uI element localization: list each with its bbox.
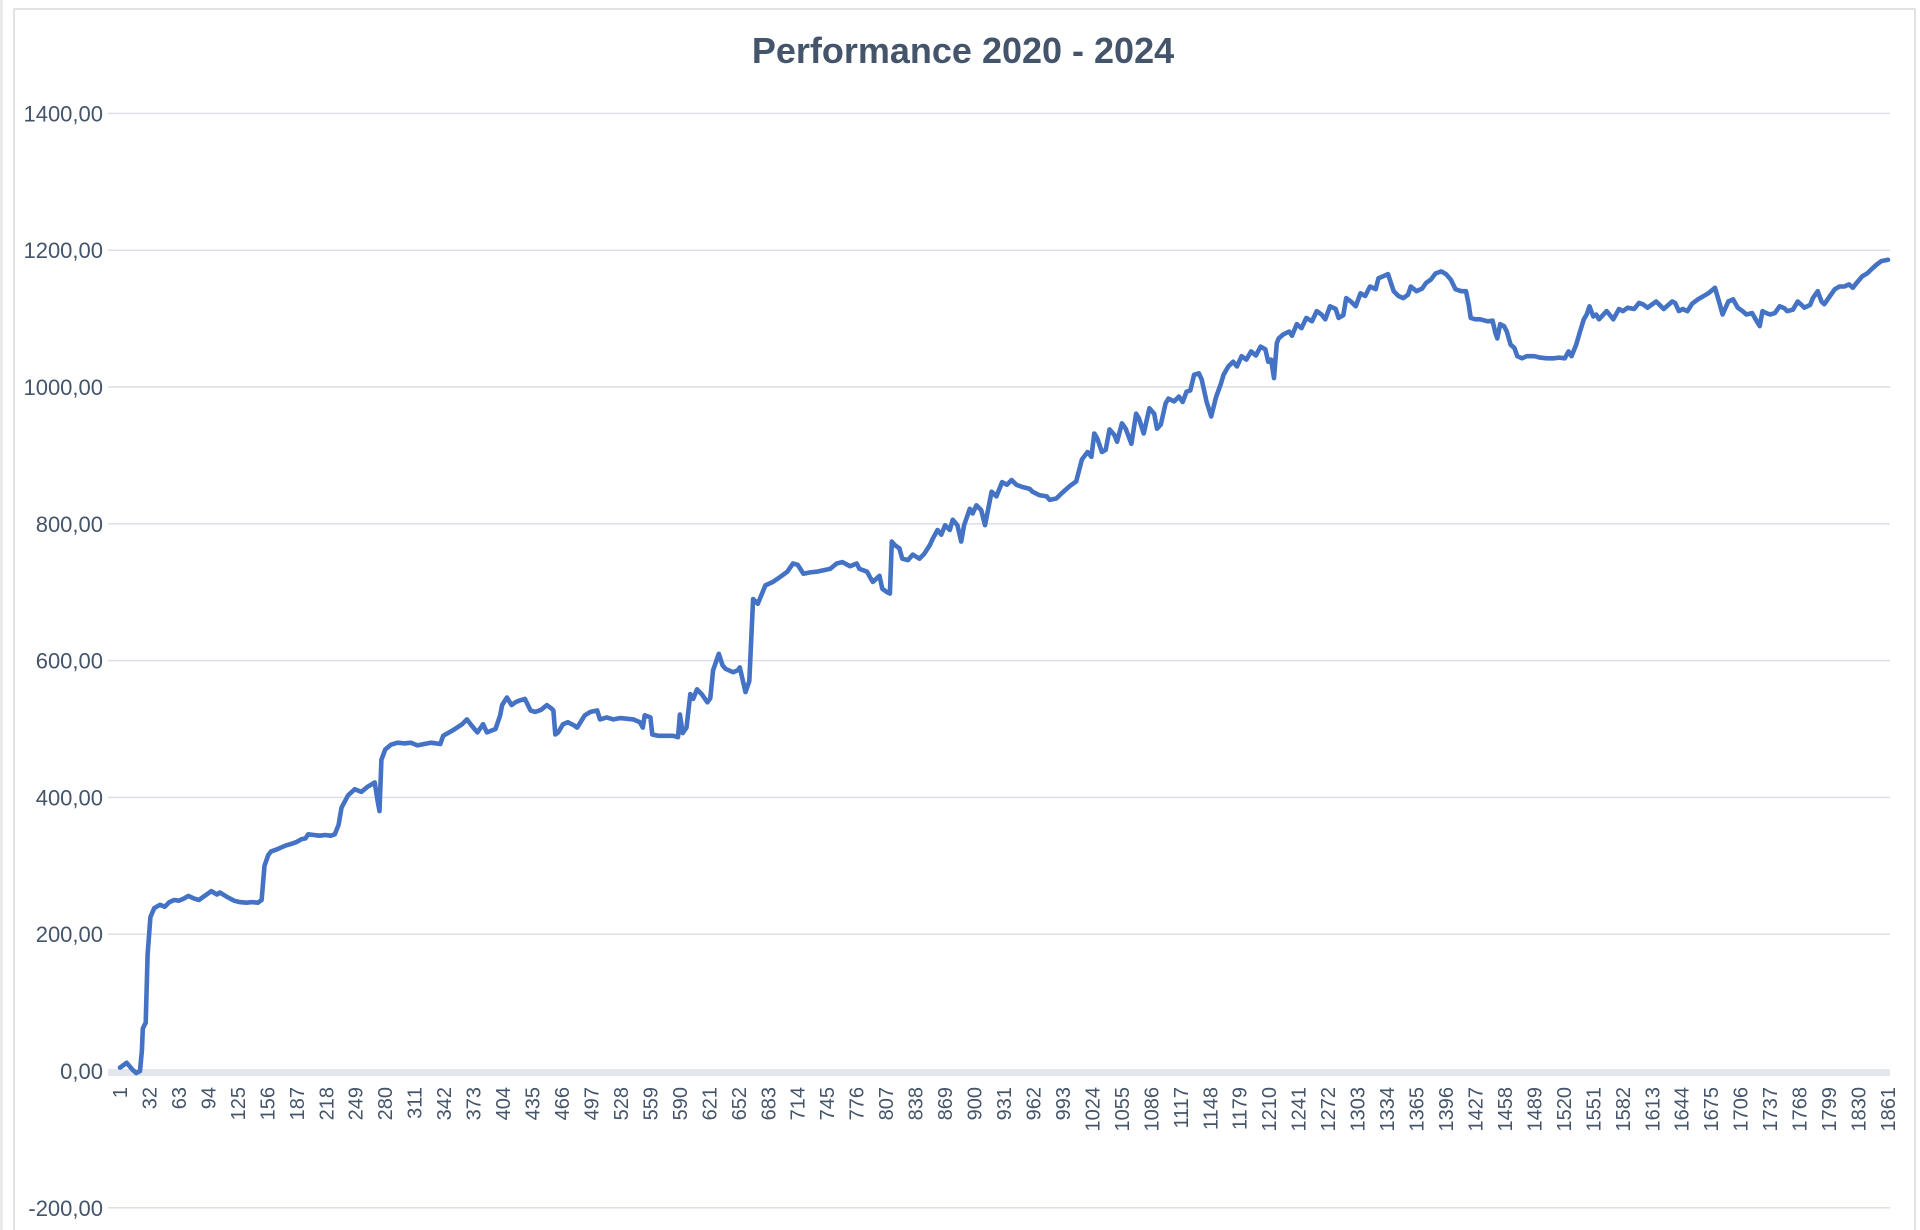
x-tick-label: 1334 [1377,1087,1399,1132]
x-tick-label: 1737 [1760,1087,1782,1132]
x-tick-label: 931 [994,1087,1016,1120]
y-tick-label: 800,00 [36,512,103,537]
x-tick-label: 1024 [1082,1087,1104,1132]
x-tick-label: 621 [699,1087,721,1120]
x-tick-label: 1458 [1495,1087,1517,1132]
chart-border [13,8,1916,1230]
x-tick-label: 1396 [1436,1087,1458,1132]
x-axis-labels: 1 32 63 94 125 156 187 218 249 280 311 342 373 404 435… [110,1087,1900,1132]
x-tick-label: 683 [758,1087,780,1120]
y-tick-label: 200,00 [36,922,103,947]
chart-title: Performance 2020 - 2024 [752,30,1174,71]
x-tick-label: 590 [670,1087,692,1120]
x-tick-label: 776 [847,1087,869,1120]
screen-left-edge [0,0,3,1230]
x-tick-label: 1272 [1318,1087,1340,1132]
x-tick-label: 869 [935,1087,957,1120]
x-tick-label: 342 [434,1087,456,1120]
y-tick-label: 400,00 [36,785,103,810]
x-tick-label: 404 [493,1087,515,1120]
x-tick-label: 714 [788,1087,810,1120]
x-tick-label: 1861 [1878,1087,1900,1132]
x-tick-label: 528 [611,1087,633,1120]
x-tick-label: 1055 [1112,1087,1134,1132]
x-tick-label: 1210 [1259,1087,1281,1132]
y-tick-label: 1200,00 [23,238,103,263]
x-tick-label: 962 [1023,1087,1045,1120]
y-axis-labels: 1400,00 1200,00 1000,00 800,00 600,00 400,00 2… [23,101,103,1220]
x-tick-label: 652 [729,1087,751,1120]
x-tick-label: 249 [346,1087,368,1120]
x-tick-label: 1675 [1701,1087,1723,1132]
x-tick-label: 373 [464,1087,486,1120]
x-tick-label: 466 [552,1087,574,1120]
y-tick-label: -200,00 [28,1196,103,1221]
x-tick-label: 218 [316,1087,338,1120]
x-tick-label: 1303 [1348,1087,1370,1132]
x-tick-label: 1520 [1554,1087,1576,1132]
x-tick-label: 1365 [1407,1087,1429,1132]
x-tick-label: 32 [139,1087,161,1109]
x-axis-line [108,1069,1890,1076]
x-tick-label: 993 [1053,1087,1075,1120]
x-tick-label: 1117 [1171,1087,1193,1129]
x-tick-label: 1 [110,1087,132,1098]
x-tick-label: 1179 [1230,1087,1252,1130]
x-tick-label: 1706 [1731,1087,1753,1132]
x-tick-label: 1086 [1141,1087,1163,1132]
x-tick-label: 1582 [1613,1087,1635,1132]
x-tick-label: 559 [640,1087,662,1120]
x-tick-label: 1489 [1524,1087,1546,1132]
x-tick-label: 125 [228,1087,250,1120]
x-tick-label: 1148 [1200,1087,1222,1130]
x-tick-label: 1768 [1790,1087,1812,1132]
gridlines [108,112,1890,1209]
x-tick-label: 187 [287,1087,309,1120]
x-tick-label: 94 [198,1087,220,1109]
x-tick-label: 745 [817,1087,839,1120]
x-tick-label: 280 [375,1087,397,1120]
x-tick-label: 156 [257,1087,279,1120]
y-tick-label: 1000,00 [23,375,103,400]
performance-line-series [117,257,1891,1076]
x-tick-label: 900 [965,1087,987,1120]
x-tick-label: 838 [906,1087,928,1120]
y-tick-label: 1400,00 [23,101,103,126]
y-tick-label: 0,00 [60,1059,103,1084]
x-tick-label: 1613 [1642,1087,1664,1132]
x-tick-label: 1799 [1819,1087,1841,1132]
x-tick-label: 435 [523,1087,545,1120]
x-tick-label: 311 [405,1087,427,1119]
x-tick-label: 1551 [1583,1087,1605,1132]
x-tick-label: 807 [876,1087,898,1120]
x-tick-label: 1427 [1465,1087,1487,1132]
x-tick-label: 1241 [1289,1087,1311,1132]
x-tick-label: 497 [581,1087,603,1120]
x-tick-label: 1644 [1672,1087,1694,1132]
y-tick-label: 600,00 [36,649,103,674]
x-tick-label: 1830 [1849,1087,1871,1132]
x-tick-label: 63 [169,1087,191,1109]
